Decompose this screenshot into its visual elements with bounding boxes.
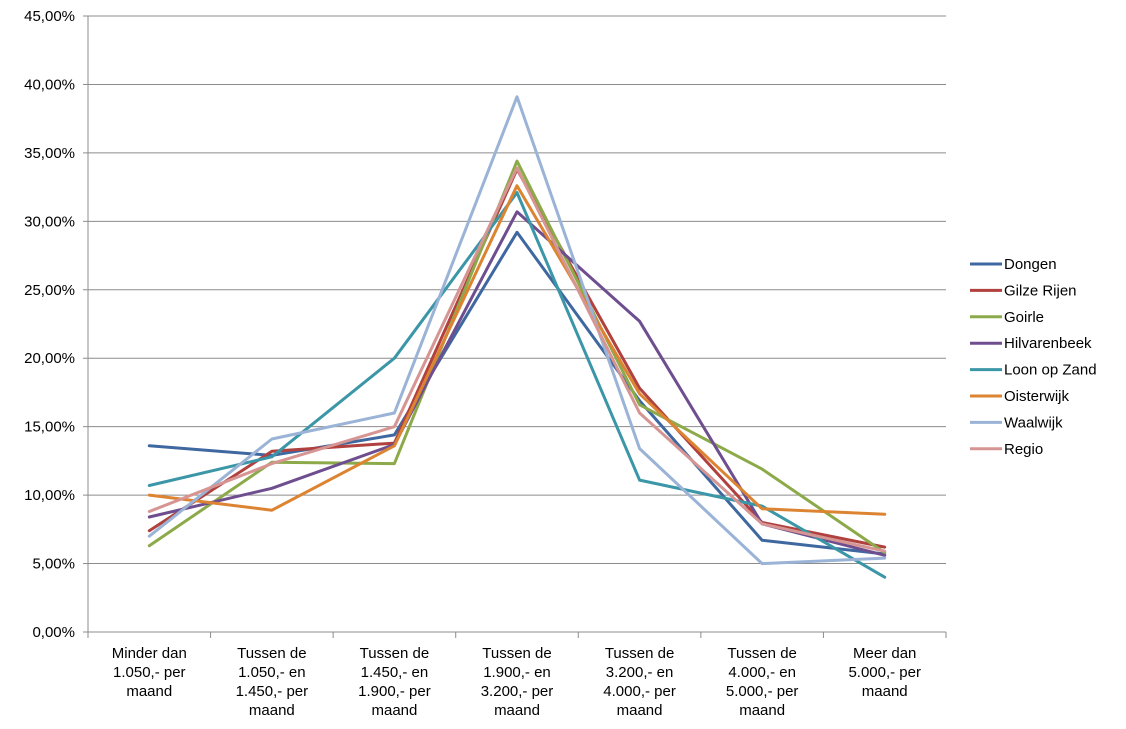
legend-label: Hilvarenbeek <box>1004 335 1092 352</box>
x-category-label: Tussen de 1.900,- en 3.200,- per maand <box>481 645 554 719</box>
legend-label: Goirle <box>1004 309 1044 326</box>
x-axis-category-labels: Minder dan 1.050,- per maand Tussen de 1.050… <box>112 645 921 719</box>
y-tick-label: 25,00% <box>24 282 75 299</box>
series-line-loon-op-zand <box>147 191 887 579</box>
x-category-label: Minder dan 1.050,- per maand <box>112 645 187 700</box>
x-category-label: Meer dan 5.000,- per maand <box>848 645 921 700</box>
y-tick-label: 5,00% <box>32 556 75 573</box>
series-line-regio <box>147 166 887 553</box>
gridlines <box>88 15 946 565</box>
x-category-label: Tussen de 1.050,- en 1.450,- per maand <box>236 645 309 719</box>
axes <box>83 15 947 638</box>
y-tick-label: 30,00% <box>24 213 75 230</box>
y-tick-label: 15,00% <box>24 419 75 436</box>
y-tick-label: 10,00% <box>24 487 75 504</box>
series-line-waalwijk <box>147 95 887 566</box>
y-tick-label: 45,00% <box>24 8 75 25</box>
y-tick-label: 20,00% <box>24 350 75 367</box>
y-tick-label: 0,00% <box>32 624 75 641</box>
series-line-dongen <box>147 230 887 556</box>
legend-label: Waalwijk <box>1004 414 1063 431</box>
series-lines <box>147 95 887 579</box>
series-line-oisterwijk <box>147 184 887 516</box>
y-tick-label: 40,00% <box>24 76 75 93</box>
y-axis-tick-labels: 0,00% 5,00% 10,00% 15,00% 20,00% 25,00% 30,00%… <box>24 8 75 641</box>
legend-label: Oisterwijk <box>1004 388 1070 405</box>
x-category-label: Tussen de 3.200,- en 4.000,- per maand <box>603 645 676 719</box>
legend-label: Dongen <box>1004 256 1057 273</box>
legend-label: Regio <box>1004 441 1043 458</box>
legend-label: Gilze Rijen <box>1004 282 1077 299</box>
y-tick-label: 35,00% <box>24 145 75 162</box>
series-line-goirle <box>147 159 887 555</box>
series-line-hilvarenbeek <box>147 210 887 557</box>
legend: Dongen Gilze Rijen Goirle Hilvarenbeek Loon … <box>970 256 1097 458</box>
x-category-label: Tussen de 4.000,- en 5.000,- per maand <box>726 645 799 719</box>
legend-label: Loon op Zand <box>1004 362 1097 379</box>
x-category-label: Tussen de 1.450,- en 1.900,- per maand <box>358 645 431 719</box>
